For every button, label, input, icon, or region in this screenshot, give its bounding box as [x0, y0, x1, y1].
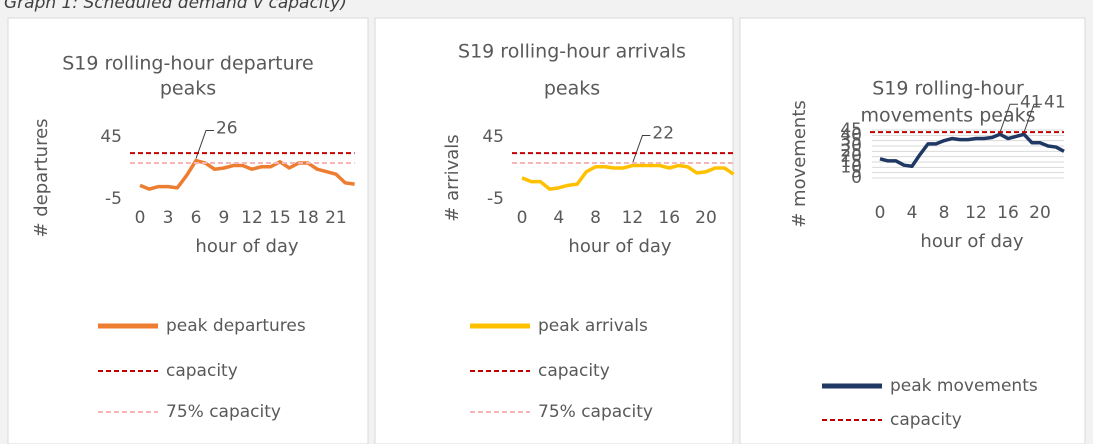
y-tick-label: 10 [840, 157, 862, 177]
x-tick-label: 0 [517, 208, 528, 228]
y-tick-label: 45 [100, 127, 122, 147]
x-tick-label: 12 [622, 208, 644, 228]
x-tick-label: 20 [695, 208, 717, 228]
x-tick-label: 3 [163, 208, 174, 228]
chart-title: peaks [160, 78, 216, 100]
leader-line [631, 135, 651, 164]
panel [739, 17, 1086, 444]
y-axis-label: # arrivals [442, 134, 463, 221]
caption: Graph 1: Scheduled demand v capacity) [4, 0, 347, 13]
y-tick-label: 30 [840, 136, 862, 156]
y-tick-label: 40 [840, 125, 862, 145]
legend-label: 75% capacity [538, 402, 653, 422]
x-tick-label: 0 [135, 208, 146, 228]
legend-label: capacity [890, 410, 962, 430]
y-tick-label: 45 [840, 120, 862, 140]
chart-title: peaks [544, 78, 600, 100]
x-tick-label: 12 [241, 208, 263, 228]
y-tick-label: 0 [851, 168, 862, 188]
data-line [879, 132, 1065, 169]
data-line [139, 158, 355, 191]
y-tick-label: 20 [840, 147, 862, 167]
y-tick-label: 5 [851, 163, 862, 183]
x-tick-label: 16 [997, 203, 1019, 223]
y-axis-label: # movements [789, 100, 810, 228]
x-tick-label: 6 [191, 208, 202, 228]
panel [374, 17, 734, 444]
x-tick-label: 0 [875, 203, 886, 223]
x-tick-label: 8 [939, 203, 950, 223]
x-tick-label: 4 [553, 208, 564, 228]
x-tick-label: 8 [590, 208, 601, 228]
y-tick-label: 15 [840, 152, 862, 172]
y-tick-label: 35 [840, 131, 862, 151]
data-label: 22 [652, 124, 674, 144]
x-tick-label: 16 [658, 208, 680, 228]
data-label: 41 [1044, 92, 1066, 112]
chart-title: movements peaks [861, 105, 1036, 127]
y-axis-label: # departures [31, 118, 52, 237]
x-tick-label: 20 [1029, 203, 1051, 223]
legend-label: capacity [538, 361, 610, 381]
x-axis-label: hour of day [195, 236, 298, 257]
panel [7, 17, 369, 444]
x-axis-label: hour of day [920, 231, 1023, 252]
x-tick-label: 15 [269, 208, 291, 228]
chart-title: S19 rolling-hour arrivals [458, 41, 686, 63]
x-tick-label: 12 [965, 203, 987, 223]
y-tick-label: 45 [482, 127, 504, 147]
x-tick-label: 9 [219, 208, 230, 228]
legend-label: peak movements [890, 376, 1038, 396]
x-tick-label: 21 [325, 208, 347, 228]
data-label: 26 [216, 119, 238, 139]
leader-line [195, 130, 214, 159]
y-tick-label: -5 [487, 189, 504, 209]
leader-line [999, 103, 1018, 133]
data-label: 41 [1020, 92, 1042, 112]
legend-label: 75% capacity [166, 402, 281, 422]
legend-label: peak departures [166, 316, 306, 336]
x-axis-label: hour of day [568, 236, 671, 257]
y-tick-label: -5 [105, 189, 122, 209]
chart-title: S19 rolling-hour departure [62, 53, 314, 75]
data-line [521, 163, 735, 191]
chart-title: S19 rolling-hour [872, 78, 1024, 100]
legend-label: peak arrivals [538, 316, 648, 336]
y-tick-label: 25 [840, 141, 862, 161]
legend-label: capacity [166, 361, 238, 381]
x-tick-label: 4 [907, 203, 918, 223]
x-tick-label: 18 [297, 208, 319, 228]
leader-line [1023, 103, 1042, 133]
